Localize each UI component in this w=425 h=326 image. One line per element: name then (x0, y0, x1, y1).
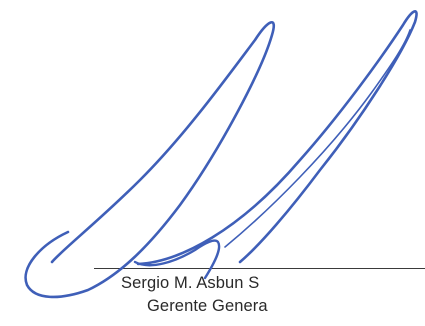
signature-line (94, 268, 425, 269)
signer-name: Sergio M. Asbun S (121, 274, 260, 292)
signature-stroke-left-loop (24, 21, 276, 299)
signature-stroke-right-loop (136, 10, 418, 266)
signature-stroke-inner (224, 29, 411, 248)
signer-title: Gerente Genera (147, 297, 268, 315)
signature-stroke-hook (133, 239, 221, 280)
